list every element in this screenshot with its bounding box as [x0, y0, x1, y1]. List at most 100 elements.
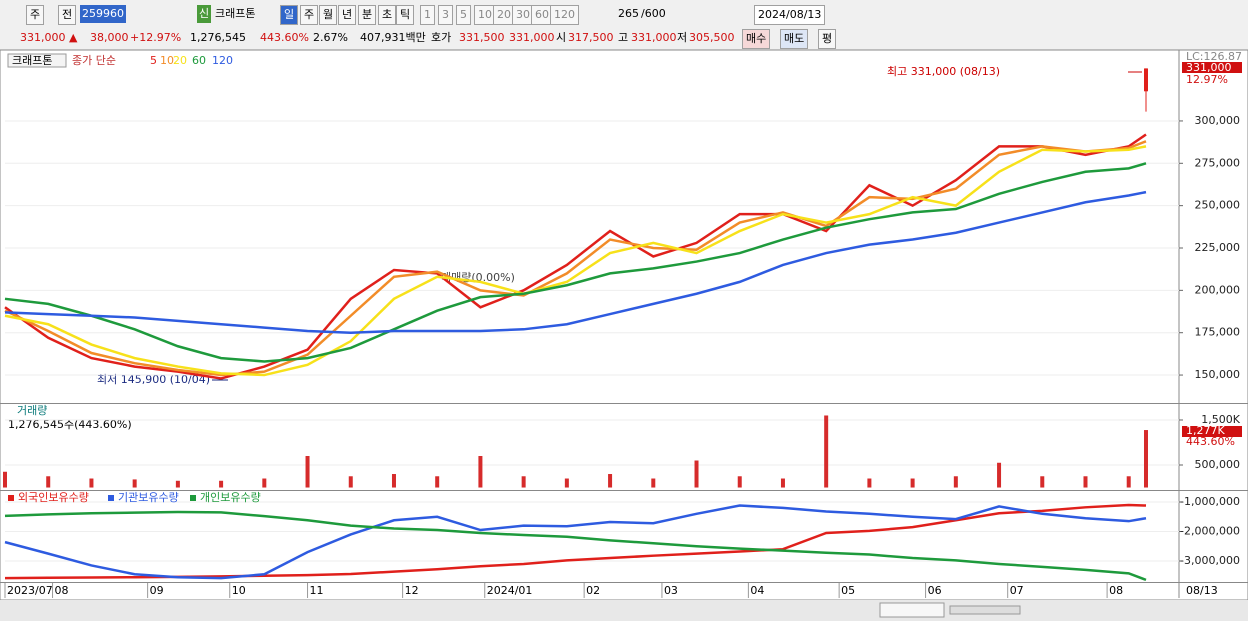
- interval[interactable]: 5: [456, 5, 471, 25]
- volume-bar: [694, 460, 699, 488]
- buy-button[interactable]: 매수: [742, 29, 771, 49]
- low-label: 저: [677, 31, 688, 44]
- volume-bar: [521, 476, 526, 488]
- avg-button[interactable]: 평: [818, 29, 837, 49]
- volume-bar: [132, 479, 137, 488]
- x-tick-label: 12: [405, 584, 419, 597]
- volume-bar: [46, 476, 51, 488]
- period[interactable]: 초: [378, 5, 397, 25]
- x-tick-label: 10: [232, 584, 246, 597]
- open: 317,500: [568, 31, 614, 44]
- amount: 407,931백만: [360, 31, 426, 44]
- period[interactable]: 년: [338, 5, 357, 25]
- max-count: /600: [641, 7, 666, 20]
- high-annotation: 최고 331,000 (08/13): [887, 65, 1000, 78]
- high: 331,000: [631, 31, 677, 44]
- volume-bar: [1126, 476, 1131, 488]
- scrollbar[interactable]: [0, 600, 1248, 621]
- type-button[interactable]: 주: [26, 5, 45, 25]
- scroll-buttons[interactable]: [879, 602, 945, 618]
- y-tick-label: 275,000: [1195, 156, 1241, 169]
- volume-subtitle: 1,276,545주(443.60%): [8, 418, 132, 431]
- legend-prefix: 종가 단순: [72, 54, 116, 67]
- volume-bar: [89, 478, 94, 488]
- date-input[interactable]: 2024/08/13: [754, 5, 826, 25]
- zoom-slider[interactable]: [949, 605, 1021, 615]
- open-label: 시: [556, 31, 567, 44]
- legend-entry: 120: [212, 54, 233, 67]
- chart-frame: [0, 49, 1248, 601]
- volume-bar: [175, 480, 180, 488]
- code-input[interactable]: 259960: [80, 5, 126, 23]
- series-line: [4, 140, 1147, 377]
- turnover: 2.67%: [313, 31, 348, 44]
- last-price: 331,000: [1186, 61, 1232, 74]
- period[interactable]: 주: [300, 5, 319, 25]
- volume-bar: [1040, 476, 1045, 488]
- x-tick-label: 07: [1010, 584, 1024, 597]
- volume-ratio: 443.60%: [260, 31, 309, 44]
- legend-entry: 외국인보유수량: [18, 491, 89, 504]
- ask: 331,500: [459, 31, 505, 44]
- legend-entry: 기관보유수량: [118, 491, 179, 504]
- interval[interactable]: 20: [493, 5, 515, 25]
- interval[interactable]: 120: [550, 5, 579, 25]
- volume-bar: [391, 474, 396, 488]
- bid: 331,000: [509, 31, 555, 44]
- volume-bar: [867, 478, 872, 488]
- volume-bar: [305, 456, 310, 488]
- volume-bar: [953, 476, 958, 488]
- legend-entry: 5: [150, 54, 157, 67]
- last-price-tag: [1182, 62, 1242, 73]
- x-tick-label: 09: [150, 584, 164, 597]
- low: 305,500: [689, 31, 735, 44]
- period[interactable]: 분: [358, 5, 377, 25]
- high-label: 고: [618, 31, 629, 44]
- interval[interactable]: 3: [438, 5, 453, 25]
- legend-marker: [190, 495, 196, 501]
- legend-marker: [8, 495, 14, 501]
- x-tick-label: 02: [586, 584, 600, 597]
- period[interactable]: 월: [319, 5, 338, 25]
- interval[interactable]: 60: [531, 5, 553, 25]
- badge: 신: [197, 5, 212, 23]
- series-line: [4, 190, 1147, 334]
- low-annotation: 최저 145,900 (10/04): [97, 373, 210, 386]
- x-tick-label: 05: [841, 584, 855, 597]
- interval[interactable]: 10: [474, 5, 496, 25]
- volume-bar: [997, 462, 1002, 488]
- volume-bar: [3, 471, 7, 488]
- y-tick-label: 150,000: [1195, 368, 1241, 381]
- period[interactable]: 틱: [396, 5, 415, 25]
- volume: 1,276,545: [190, 31, 246, 44]
- legend-marker: [108, 495, 114, 501]
- volume-title: 거래량: [17, 404, 47, 417]
- stock-label: 크래프톤: [12, 54, 52, 67]
- series-line: [4, 145, 1147, 377]
- last-volume-tag: [1182, 426, 1242, 437]
- legend-entry: 60: [192, 54, 206, 67]
- y-tick-label: -3,000,000: [1180, 554, 1240, 567]
- candle-body: [1144, 68, 1148, 92]
- volume-bar: [1144, 430, 1148, 488]
- y-tick-label: 250,000: [1195, 199, 1241, 212]
- legend-entry: 20: [173, 54, 187, 67]
- y-tick-label: -1,000,000: [1180, 495, 1240, 508]
- interval[interactable]: 1: [420, 5, 435, 25]
- volume-bar: [824, 415, 829, 488]
- stock-tag[interactable]: [7, 53, 67, 68]
- axis-note: LC:126.87: [1186, 50, 1242, 63]
- legend-entry: 개인보유수량: [200, 491, 261, 504]
- volume-bar: [608, 474, 613, 488]
- type-button[interactable]: 전: [58, 5, 77, 25]
- sell-button[interactable]: 매도: [780, 29, 809, 49]
- period[interactable]: 일: [280, 5, 299, 25]
- y-tick-label: 200,000: [1195, 283, 1241, 296]
- volume-bar: [910, 478, 915, 488]
- x-tick-label: 06: [928, 584, 942, 597]
- y-tick-label: 500,000: [1195, 458, 1241, 471]
- x-tick-label: 2024/01: [487, 584, 533, 597]
- last-rate: 12.97%: [1186, 73, 1228, 86]
- x-tick-label: 2023/07: [7, 584, 53, 597]
